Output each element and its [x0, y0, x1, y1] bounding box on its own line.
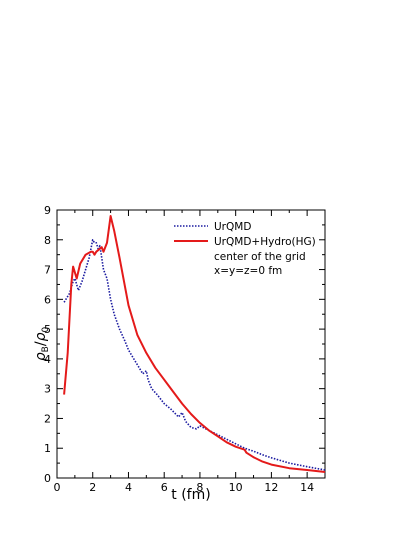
- x-axis-label: t (fm): [171, 487, 210, 503]
- axis-ticks: [56, 209, 326, 479]
- x-tick-label: 0: [54, 481, 61, 494]
- legend-label-urqmd: UrQMD: [214, 221, 251, 233]
- annotation-xyz: x=y=z=0 fm: [214, 265, 282, 277]
- y-tick-label: 1: [44, 442, 51, 455]
- series-line-urqmd: [63, 239, 326, 471]
- y-axis-label: ρB/ρ0: [33, 327, 51, 362]
- y-tick-label: 0: [44, 472, 51, 485]
- y-tick-label: 5: [44, 323, 51, 336]
- x-tick-label: 6: [161, 481, 168, 494]
- legend: UrQMD UrQMD+Hydro(HG) center of the grid…: [174, 221, 316, 277]
- x-tick-label: 14: [300, 481, 314, 494]
- legend-label-hydro: UrQMD+Hydro(HG): [214, 236, 316, 248]
- series-line-urqmd-hydro: [63, 215, 326, 473]
- y-label-rho2: ρ: [33, 332, 49, 341]
- y-label-sub-0: 0: [41, 327, 51, 333]
- y-tick-label: 3: [44, 383, 51, 396]
- annotation-center: center of the grid: [214, 251, 306, 263]
- y-tick-label: 2: [44, 412, 51, 425]
- y-tick-label: 8: [44, 234, 51, 247]
- y-tick-label: 6: [44, 293, 51, 306]
- x-tick-label: 10: [229, 481, 243, 494]
- y-label-rho: ρ: [33, 352, 49, 361]
- series-group: [63, 215, 326, 473]
- y-label-sub-b: B: [41, 346, 51, 352]
- y-tick-label: 7: [44, 264, 51, 277]
- y-tick-label: 9: [44, 204, 51, 217]
- x-tick-label: 2: [89, 481, 96, 494]
- x-tick-label: 4: [125, 481, 132, 494]
- y-tick-label: 4: [44, 353, 51, 366]
- y-label-slash: /: [33, 341, 49, 346]
- x-tick-label: 12: [264, 481, 278, 494]
- x-tick-label: 8: [196, 481, 203, 494]
